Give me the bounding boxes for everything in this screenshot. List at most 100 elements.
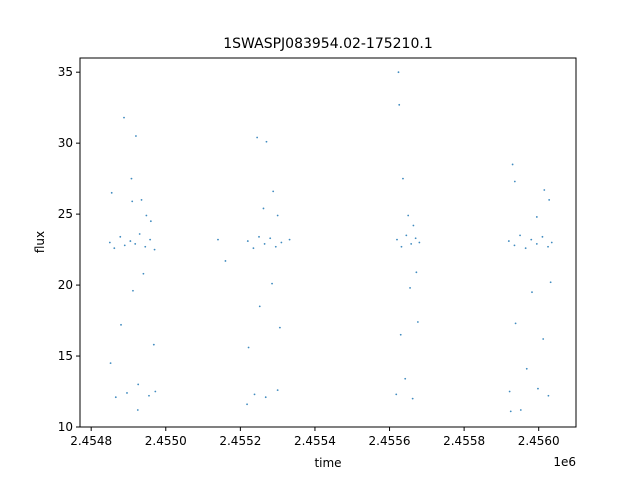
data-point [149, 220, 152, 223]
y-tick-label: 10 [58, 420, 73, 434]
data-point [148, 394, 150, 397]
data-point [272, 190, 275, 193]
data-point [274, 245, 277, 248]
data-point [258, 235, 260, 238]
y-tick-label: 35 [58, 65, 73, 79]
data-point [514, 322, 517, 325]
data-point [108, 241, 111, 244]
x-tick-label: 2.4550 [145, 434, 187, 448]
data-point [412, 224, 415, 227]
data-point [398, 103, 401, 106]
data-point [547, 394, 550, 397]
data-point [135, 135, 137, 137]
y-axis-ticks: 10 15 20 25 30 35 [58, 65, 80, 434]
data-point [142, 272, 145, 275]
data-point [404, 377, 407, 380]
data-point [537, 387, 539, 390]
data-point [511, 163, 514, 166]
x-tick-label: 2.4552 [219, 434, 261, 448]
data-point [276, 389, 279, 391]
data-point [264, 396, 267, 399]
data-point [542, 338, 545, 340]
data-point [271, 282, 273, 285]
data-point [132, 289, 134, 292]
data-point [524, 247, 527, 250]
data-point [109, 362, 112, 365]
x-axis-label: time [314, 456, 341, 470]
data-point [399, 333, 402, 336]
data-point [247, 346, 250, 349]
data-point [126, 392, 128, 394]
data-point [130, 177, 133, 180]
data-point [263, 243, 266, 245]
data-point [411, 397, 414, 400]
data-point [418, 241, 421, 244]
data-point [525, 367, 528, 370]
data-point [550, 241, 553, 244]
data-point [410, 243, 413, 245]
data-point [145, 214, 148, 217]
data-point [395, 393, 398, 396]
data-point [217, 238, 219, 241]
data-point [397, 71, 400, 74]
y-tick-label: 15 [58, 349, 73, 363]
data-point [252, 247, 255, 250]
data-point [224, 260, 227, 262]
data-point [513, 244, 516, 247]
data-point [153, 248, 156, 251]
x-tick-label: 2.4548 [70, 434, 112, 448]
data-point [508, 390, 511, 393]
data-point [400, 245, 403, 248]
y-axis-label: flux [33, 231, 47, 253]
data-point [513, 180, 516, 183]
data-point [131, 200, 134, 203]
data-point [134, 243, 137, 245]
data-point [246, 240, 249, 242]
chart-title: 1SWASPJ083954.02-175210.1 [223, 36, 432, 52]
x-tick-label: 2.4560 [518, 434, 560, 448]
data-point [258, 305, 261, 308]
data-point [396, 238, 398, 241]
data-point [144, 245, 147, 248]
data-point [530, 238, 533, 241]
x-axis-ticks: 2.4548 2.4550 2.4552 2.4554 2.4556 2.4558 2.45… [70, 427, 560, 448]
data-point [256, 136, 259, 139]
data-point [416, 321, 419, 323]
data-point [415, 271, 418, 274]
data-point [405, 234, 408, 237]
data-point [140, 199, 143, 201]
data-point [265, 140, 268, 143]
data-point [531, 291, 533, 294]
data-point [278, 326, 281, 329]
data-point [269, 237, 272, 240]
data-point [123, 116, 125, 119]
data-point [129, 240, 132, 242]
data-point [407, 214, 410, 217]
data-point [543, 189, 546, 191]
y-tick-label: 30 [58, 136, 73, 150]
data-point [119, 235, 122, 238]
data-point [409, 287, 411, 289]
data-point [120, 323, 122, 326]
data-point [535, 216, 538, 218]
data-point [152, 343, 155, 346]
data-point [519, 234, 521, 237]
data-point [137, 383, 140, 386]
data-point [549, 281, 552, 284]
data-point [402, 177, 404, 180]
data-point [113, 247, 116, 250]
data-point [280, 241, 283, 244]
x-tick-label: 2.4558 [443, 434, 485, 448]
data-point [541, 235, 544, 238]
data-point [548, 199, 551, 201]
data-point [138, 233, 141, 235]
data-point [276, 214, 279, 217]
data-point [154, 390, 157, 393]
data-point [535, 243, 538, 245]
data-point [110, 191, 113, 194]
data-point [507, 240, 510, 242]
data-point [123, 244, 126, 247]
data-point [149, 238, 152, 241]
